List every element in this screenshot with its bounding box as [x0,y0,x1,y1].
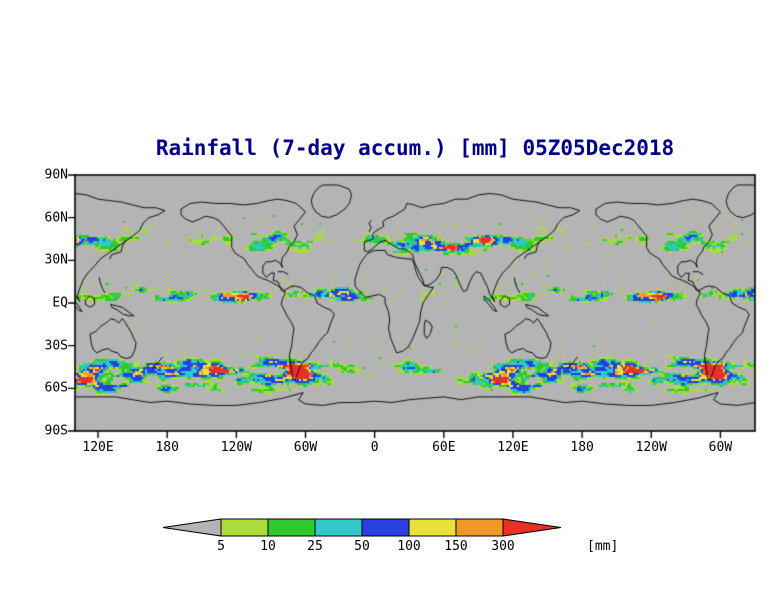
lon-label-2: 120W [220,440,252,455]
lat-label-30S: 30S [44,338,68,354]
lon-label-7: 180 [570,440,594,455]
lon-label-4: 0 [370,440,379,455]
colorbar-above-max-arrow [502,518,562,537]
lat-label-30N: 30N [44,252,68,268]
colorbar-tick-label-100: 100 [397,539,421,554]
lon-label-0: 120E [82,440,114,455]
lat-label-90N: 90N [44,167,68,183]
colorbar-segment-4 [408,518,457,537]
colorbar-segment-5 [455,518,504,537]
colorbar-tick-label-50: 50 [354,539,370,554]
colorbar-segment-2 [314,518,363,537]
colorbar-tick-label-25: 25 [307,539,323,554]
lat-label-60S: 60S [44,380,68,396]
colorbar-tick-label-300: 300 [491,539,515,554]
colorbar-unit-label: [mm] [587,539,619,554]
colorbar-below-min-arrow [162,518,222,537]
lat-label-90S: 90S [44,423,68,439]
lon-label-3: 60W [293,440,318,455]
plot-title: Rainfall (7-day accum.) [mm] 05Z05Dec201… [155,136,675,160]
lon-label-8: 120W [635,440,667,455]
colorbar-segment-1 [267,518,316,537]
colorbar-segment-0 [220,518,269,537]
colorbar-tick-label-150: 150 [444,539,468,554]
lon-label-9: 60W [708,440,733,455]
colorbar [162,518,562,537]
lat-label-60N: 60N [44,210,68,226]
lon-label-5: 60E [432,440,456,455]
lon-label-6: 120E [497,440,529,455]
colorbar-segment-3 [361,518,410,537]
colorbar-tick-label-10: 10 [260,539,276,554]
colorbar-tick-label-5: 5 [217,539,225,554]
lon-label-1: 180 [155,440,179,455]
lat-label-EQ: EQ [52,295,68,311]
